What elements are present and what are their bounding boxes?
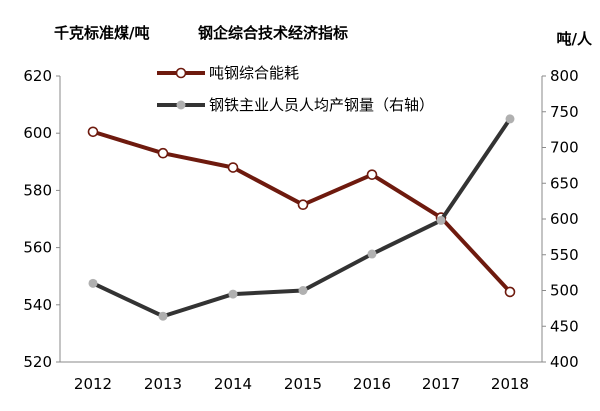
output-per-capita-point: [158, 311, 168, 321]
plot-area: [87, 114, 516, 321]
x-tick-label: 2016: [353, 375, 391, 393]
output-per-capita-point: [367, 249, 377, 259]
left-tick-label: 520: [23, 353, 52, 371]
energy-consumption-point: [157, 147, 169, 159]
chart-title: 钢企综合技术经济指标: [198, 24, 348, 42]
energy-consumption-point: [87, 126, 99, 138]
left-tick-label: 560: [23, 239, 52, 257]
x-tick-label: 2017: [422, 375, 460, 393]
x-tick-label: 2012: [74, 375, 112, 393]
right-tick-label: 600: [550, 210, 579, 228]
output-per-capita-point: [88, 278, 98, 288]
left-tick-label: 540: [23, 296, 52, 314]
right-tick-label: 650: [550, 174, 579, 192]
output-per-capita-point: [505, 114, 515, 124]
x-tick-label: 2018: [491, 375, 529, 393]
right-axis-label: 吨/人: [557, 30, 593, 48]
legend-label: 钢铁主业人员人均产钢量（右轴）: [209, 96, 434, 114]
legend-label: 吨钢综合能耗: [209, 64, 299, 82]
energy-consumption-point: [297, 199, 309, 210]
output-per-capita-point: [298, 286, 308, 295]
right-tick-label: 800: [550, 67, 579, 85]
energy-consumption-point: [504, 286, 516, 298]
left-tick-label: 620: [23, 67, 52, 85]
right-tick-label: 450: [550, 317, 579, 335]
left-axis-label: 千克标准煤/吨: [54, 24, 149, 42]
left-tick-label: 580: [23, 181, 52, 199]
output-per-capita-point: [228, 289, 238, 299]
left-tick-label: 600: [23, 124, 52, 142]
right-tick-label: 750: [550, 103, 579, 121]
right-tick-label: 500: [550, 282, 579, 300]
right-tick-label: 700: [550, 139, 579, 157]
right-tick-label: 550: [550, 246, 579, 264]
energy-consumption-point: [227, 162, 239, 173]
x-tick-label: 2015: [284, 375, 322, 393]
right-tick-label: 400: [550, 353, 579, 371]
output-per-capita-point: [436, 215, 446, 225]
x-tick-label: 2013: [144, 375, 182, 393]
legend-swatch-marker: [176, 100, 186, 110]
energy-consumption-point: [366, 169, 378, 180]
legend-swatch-marker: [175, 67, 187, 79]
x-tick-label: 2014: [214, 375, 252, 393]
axes: 520 540 560 580 600 620 400 450 500 550 600 650 700 7…: [23, 67, 578, 393]
